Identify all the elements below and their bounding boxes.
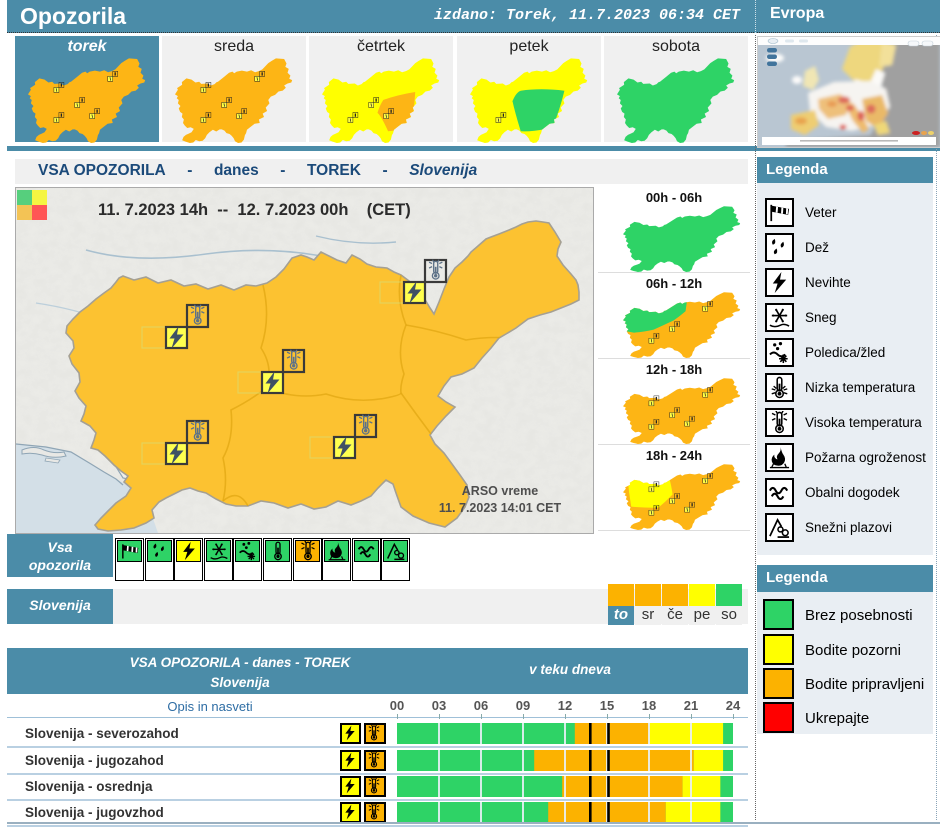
svg-text:11. 7.2023 14h -- 12. 7.202: 11. 7.2023 14h -- 12. 7.2023 00h (CET): [98, 201, 411, 219]
svg-text:11. 7.2023 14:01 CET: 11. 7.2023 14:01 CET: [439, 501, 562, 515]
svg-text:ARSO vreme: ARSO vreme: [462, 484, 538, 498]
